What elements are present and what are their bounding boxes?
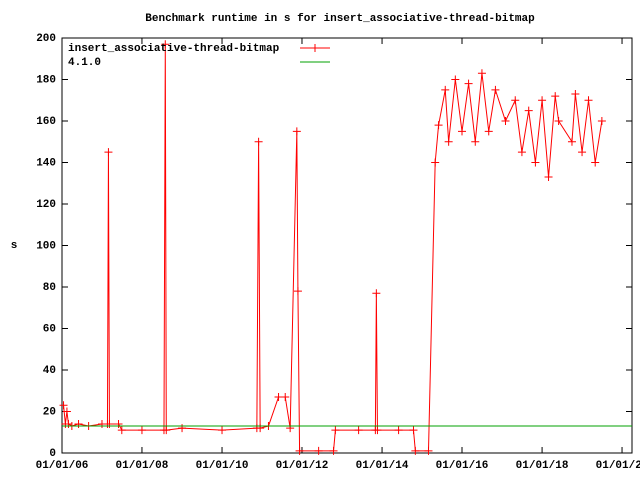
data-point xyxy=(329,446,338,455)
x-tick-label: 01/01/06 xyxy=(36,460,89,472)
data-point xyxy=(161,40,170,49)
y-tick-label: 120 xyxy=(36,199,56,211)
data-point xyxy=(372,289,381,298)
y-tick-label: 80 xyxy=(43,282,56,294)
data-point xyxy=(424,446,433,455)
data-point xyxy=(464,79,473,88)
data-point xyxy=(544,173,553,182)
x-tick-label: 01/01/18 xyxy=(516,460,569,472)
data-point xyxy=(117,426,126,435)
data-point xyxy=(254,137,263,146)
data-point xyxy=(281,392,290,401)
x-tick-label: 01/01/10 xyxy=(196,460,249,472)
data-point xyxy=(501,117,510,125)
data-point xyxy=(137,426,146,435)
x-tick-label: 01/01/12 xyxy=(276,460,329,472)
data-point xyxy=(511,96,520,105)
data-point xyxy=(531,158,540,167)
data-point xyxy=(484,127,493,136)
y-tick-label: 40 xyxy=(43,365,56,377)
data-point xyxy=(256,424,265,433)
data-point xyxy=(274,392,283,401)
data-point xyxy=(554,117,563,125)
data-point xyxy=(477,69,486,78)
x-tick-label: 01/01/16 xyxy=(436,460,489,472)
data-point xyxy=(218,426,227,435)
data-point xyxy=(286,424,295,433)
data-point xyxy=(411,446,420,455)
data-point xyxy=(162,426,171,435)
series-line xyxy=(63,44,603,452)
data-point xyxy=(441,85,450,94)
data-point xyxy=(64,419,73,428)
y-tick-label: 0 xyxy=(49,448,56,460)
legend-label: 4.1.0 xyxy=(68,57,101,69)
data-point xyxy=(295,446,304,455)
data-point xyxy=(538,96,547,105)
data-point xyxy=(105,419,114,428)
data-point xyxy=(104,148,113,157)
data-point xyxy=(578,148,587,157)
y-tick-label: 160 xyxy=(36,116,56,128)
y-tick-label: 180 xyxy=(36,74,56,86)
plot-border xyxy=(61,37,633,454)
data-point xyxy=(517,148,526,157)
y-tick-label: 100 xyxy=(36,240,56,252)
data-point xyxy=(471,137,480,146)
data-point xyxy=(524,106,533,115)
data-point xyxy=(584,96,593,105)
x-tick-label: 01/01/20 xyxy=(596,460,640,472)
data-point xyxy=(571,90,580,99)
data-point xyxy=(551,92,560,101)
data-point xyxy=(591,158,600,167)
data-point xyxy=(458,127,467,136)
data-point xyxy=(331,426,340,435)
y-axis-label: s xyxy=(11,240,18,252)
data-point xyxy=(373,426,382,435)
data-point xyxy=(292,127,301,136)
y-tick-label: 60 xyxy=(43,323,56,335)
y-tick-label: 200 xyxy=(36,33,56,45)
chart-title: Benchmark runtime in s for insert_associ… xyxy=(145,13,535,25)
data-point xyxy=(409,426,418,435)
data-point xyxy=(62,407,71,416)
x-tick-label: 01/01/08 xyxy=(116,460,169,472)
data-point xyxy=(431,158,440,167)
legend-marker xyxy=(311,44,319,52)
data-point xyxy=(74,419,83,428)
x-tick-label: 01/01/14 xyxy=(356,460,409,472)
legend-label: insert_associative-thread-bitmap xyxy=(68,43,280,55)
y-tick-label: 20 xyxy=(43,406,56,418)
data-point xyxy=(491,85,500,94)
data-point xyxy=(354,426,363,435)
data-point xyxy=(451,75,460,84)
data-point xyxy=(597,117,606,125)
data-point xyxy=(434,121,443,130)
data-point xyxy=(444,137,453,146)
data-point xyxy=(314,446,323,455)
data-point xyxy=(293,287,302,296)
data-point xyxy=(59,401,68,410)
y-tick-label: 140 xyxy=(36,157,56,169)
data-point xyxy=(394,426,403,435)
data-point xyxy=(567,137,576,146)
data-point xyxy=(178,424,187,433)
data-point xyxy=(114,419,123,428)
